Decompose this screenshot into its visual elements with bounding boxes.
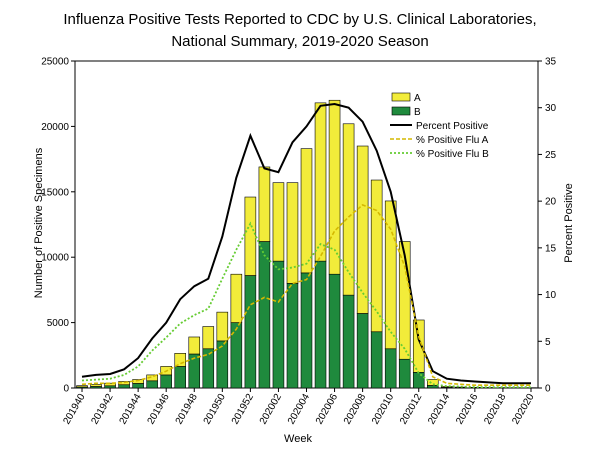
bar-b (118, 384, 130, 389)
line-percent-positive (81, 102, 531, 385)
x-tick-label: 202020 (510, 392, 536, 427)
x-tick-label: 202016 (454, 392, 480, 427)
x-tick-label: 201950 (202, 392, 228, 427)
x-tick-label: 202012 (398, 392, 424, 427)
y-right-tick-label: 5 (545, 337, 551, 348)
bar-a (104, 382, 116, 387)
bar-b (356, 313, 369, 389)
legend-label-flu-a: % Positive Flu A (416, 135, 489, 146)
bar-a (230, 273, 243, 323)
y-axis-label-left: Number of Positive Specimens (33, 147, 45, 298)
x-tick-label: 202004 (286, 392, 312, 427)
legend-label-a: A (414, 93, 421, 104)
x-tick-label: 202018 (482, 392, 508, 427)
bar-b (342, 294, 355, 389)
bar-b (314, 260, 327, 389)
x-tick-label: 201948 (174, 392, 200, 427)
y-right-tick-label: 0 (545, 384, 551, 395)
bar-a (328, 99, 341, 275)
bar-b (216, 340, 229, 389)
bar-a (244, 196, 257, 276)
y-right-tick-label: 25 (545, 150, 557, 161)
bar-a (202, 326, 215, 350)
bar-a (272, 182, 285, 262)
x-tick-label: 201946 (146, 392, 172, 427)
x-tick-label: 201944 (118, 392, 144, 427)
bar-b (427, 385, 439, 389)
x-tick-label: 201940 (61, 392, 87, 427)
bar-a (146, 374, 158, 382)
y-left-tick-label: 0 (63, 384, 69, 395)
line-percent-flu-b (81, 221, 531, 389)
y-left-tick-label: 20000 (41, 122, 69, 133)
line-percent-flu-a (81, 203, 531, 387)
bar-b (300, 272, 313, 389)
y-left-tick-label: 10000 (41, 253, 69, 264)
x-tick-label: 202002 (258, 392, 284, 427)
legend-label-flu-b: % Positive Flu B (416, 149, 489, 160)
bar-b (188, 353, 201, 389)
chart-title-line1: Influenza Positive Tests Reported to CDC… (63, 11, 536, 28)
bar-b (132, 383, 144, 389)
bar-b (384, 348, 397, 389)
legend: AB Percent Positive % Positive Flu A % Posi… (390, 92, 489, 160)
bar-a (370, 179, 383, 333)
bar-a (398, 241, 411, 360)
bar-b (370, 331, 383, 389)
x-tick-label: 202008 (342, 392, 368, 427)
y-right-tick-label: 15 (545, 243, 557, 254)
y-left-tick-label: 25000 (41, 57, 69, 68)
bar-a (76, 385, 88, 388)
bar-a (90, 384, 102, 387)
y-right-tick-label: 20 (545, 197, 557, 208)
bar-b (272, 260, 285, 389)
bar-a (441, 386, 453, 388)
bar-a (427, 379, 439, 386)
y-right-tick-label: 35 (545, 57, 557, 68)
x-tick-label: 201942 (89, 392, 115, 427)
bar-b (412, 372, 425, 389)
bar-a (314, 102, 327, 262)
bar-a (188, 336, 201, 355)
bar-b (258, 241, 271, 389)
x-tick-label: 202006 (314, 392, 340, 427)
bar-b (230, 322, 243, 389)
bar-a (342, 123, 355, 296)
bar-b (286, 283, 299, 389)
legend-swatch-b (391, 106, 411, 116)
bar-b (104, 385, 116, 389)
legend-swatch-a (391, 92, 411, 102)
bar-b (328, 273, 341, 389)
bar-b (244, 275, 257, 389)
bar-a (286, 182, 299, 284)
bar-a (258, 166, 271, 242)
x-tick-label: 202010 (370, 392, 396, 427)
bar-a (216, 311, 229, 342)
bar-b (146, 380, 158, 389)
x-tick-label: 202014 (426, 392, 452, 427)
bar-b (174, 366, 186, 389)
bar-a (174, 353, 186, 367)
y-left-tick-label: 15000 (41, 187, 69, 198)
y-left-tick-label: 5000 (47, 318, 70, 329)
x-axis-label: Week (284, 433, 312, 445)
bar-a (356, 145, 369, 314)
legend-label-b: B (414, 107, 421, 118)
bar-b (398, 358, 411, 389)
bar-a (300, 148, 313, 274)
chart-title-line2: National Summary, 2019-2020 Season (171, 33, 428, 50)
x-tick-label: 201952 (230, 392, 256, 427)
bar-b (160, 374, 172, 389)
y-axis-label-right: Percent Positive (563, 183, 575, 262)
bar-a (384, 200, 397, 350)
legend-label-percent-positive: Percent Positive (416, 121, 489, 132)
plot-area: 0 5000 10000 15000 20000 25000 0 5 10 15 20 25 30 35 2… (41, 57, 556, 427)
y-right-tick-label: 30 (545, 103, 557, 114)
y-right-tick-label: 10 (545, 290, 557, 301)
